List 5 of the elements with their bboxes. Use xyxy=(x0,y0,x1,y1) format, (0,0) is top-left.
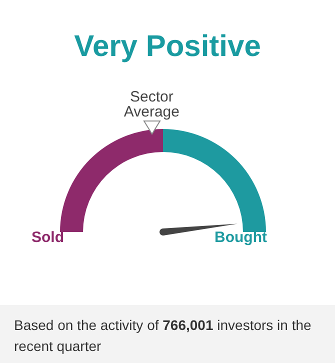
text: Sector Average xyxy=(124,88,180,121)
slice-label: Sold xyxy=(32,229,64,246)
slice-label: Bought xyxy=(214,229,267,246)
text: Based on the activity of 766,001 investors in the recent quarter xyxy=(14,317,312,354)
chart-title: Very Positive xyxy=(73,30,262,64)
